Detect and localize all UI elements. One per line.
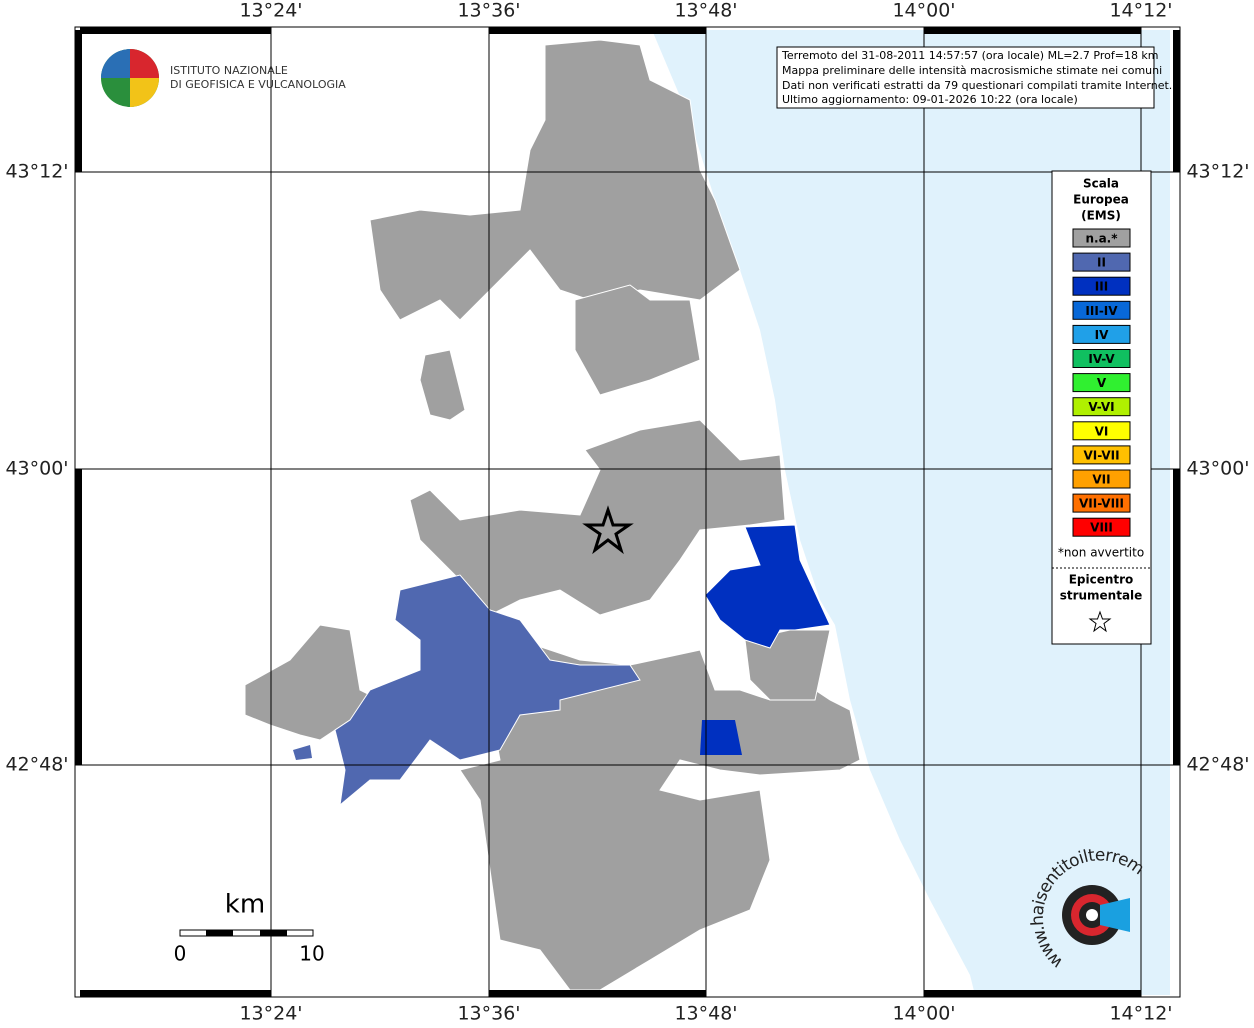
legend-star <box>1088 610 1112 633</box>
legend-label: IV <box>1095 328 1109 342</box>
legend-swatch <box>1072 493 1131 513</box>
scale-label: 0 <box>174 942 187 966</box>
border-segment <box>80 27 271 34</box>
legend-label: VIII <box>1090 521 1113 535</box>
border-segment <box>489 27 706 34</box>
info-line: Dati non verificati estratti da 79 quest… <box>782 79 1172 92</box>
municipalities <box>244 39 861 991</box>
legend-swatch <box>1072 397 1131 417</box>
scale-bar-frame <box>179 929 314 937</box>
info-line: Ultimo aggiornamento: 09-01-2026 10:22 (… <box>782 93 1078 106</box>
info-line: Mappa preliminare delle intensità macros… <box>782 64 1162 77</box>
scale-bar: km 0 10 <box>174 890 325 966</box>
longitude-label: 13°36' <box>457 0 520 22</box>
legend-title: (EMS) <box>1081 209 1121 223</box>
municipality <box>459 639 861 991</box>
scale-bar-segment <box>206 930 233 936</box>
legend-swatch <box>1072 276 1131 296</box>
legend-swatch <box>1072 324 1131 344</box>
longitude-label: 13°24' <box>239 0 302 22</box>
legend-swatch <box>1072 252 1131 272</box>
legend-title: Europea <box>1073 193 1129 207</box>
municipality-ii <box>293 745 312 760</box>
border-segment <box>1173 469 1180 765</box>
border-segment <box>1173 30 1180 172</box>
legend-label: VII-VIII <box>1079 497 1124 511</box>
legend-label: n.a.* <box>1085 232 1118 246</box>
legend-label: III <box>1095 280 1108 294</box>
municipality-iii <box>700 720 742 755</box>
legend-label: III-IV <box>1085 304 1118 318</box>
epicenter-star <box>582 505 634 555</box>
watermark-speaker <box>1100 898 1130 932</box>
scale-bar-segment <box>260 930 287 936</box>
legend-swatch <box>1072 349 1131 368</box>
border-segment <box>75 30 82 172</box>
longitude-label: 14°12' <box>1109 0 1172 22</box>
watermark-ring <box>1086 909 1098 921</box>
municipality-ii <box>334 574 641 807</box>
legend-footnote: *non avvertito <box>1058 546 1144 560</box>
legend-swatch <box>1072 373 1131 393</box>
logo-text: ISTITUTO NAZIONALE <box>170 64 288 77</box>
municipality <box>574 284 701 396</box>
border-segment <box>924 990 1141 997</box>
legend-epicenter-title: strumentale <box>1060 589 1143 603</box>
logo-segment <box>130 49 159 78</box>
latitude-label: 43°12' <box>1186 161 1249 183</box>
latitude-label: 43°00' <box>5 458 68 480</box>
municipality <box>409 419 786 621</box>
legend-label: VI <box>1095 424 1109 438</box>
info-box-frame <box>776 46 1155 109</box>
info-box: Terremoto del 31-08-2011 14:57:57 (ora l… <box>776 46 1172 109</box>
longitude-label: 14°12' <box>1109 1003 1172 1025</box>
info-line: Terremoto del 31-08-2011 14:57:57 (ora l… <box>781 49 1159 62</box>
border-segment <box>75 469 82 765</box>
legend-swatch <box>1072 517 1131 537</box>
legend-title: Scala <box>1083 177 1119 191</box>
ingv-logo: ISTITUTO NAZIONALE DI GEOFISICA E VULCAN… <box>101 49 346 107</box>
latitude-label: 42°48' <box>5 754 68 776</box>
border-segment <box>80 990 271 997</box>
municipality <box>419 349 466 421</box>
latitude-label: 43°12' <box>5 161 68 183</box>
sea <box>652 30 1170 995</box>
graticule: 13°24' 13°24' 13°36' 13°36' 13°48' 13°48' 14°0… <box>5 0 1249 1025</box>
longitude-label: 14°00' <box>892 1003 955 1025</box>
latitude-label: 43°00' <box>1186 458 1249 480</box>
legend-label: IV-V <box>1088 352 1115 366</box>
legend-swatch <box>1072 300 1131 320</box>
legend-label: V <box>1097 376 1107 390</box>
longitude-label: 13°24' <box>239 1003 302 1025</box>
legend-label: VII <box>1092 473 1110 487</box>
latitude-label: 42°48' <box>1186 754 1249 776</box>
legend-swatch <box>1072 445 1131 465</box>
municipality <box>369 39 741 321</box>
logo-segment <box>130 78 159 107</box>
legend-label: V-VI <box>1088 400 1114 414</box>
legend-epicenter-title: Epicentro <box>1069 573 1134 587</box>
legend-label: VI-VII <box>1083 448 1119 462</box>
legend: Scala Europea (EMS) *non avvertito Epice… <box>1051 170 1152 645</box>
legend-swatch <box>1072 421 1131 441</box>
legend-swatch <box>1072 228 1131 248</box>
municipality-iii <box>704 524 831 649</box>
longitude-label: 13°48' <box>674 0 737 22</box>
border-segment <box>924 27 1141 34</box>
scale-unit: km <box>225 890 265 920</box>
scale-label: 10 <box>299 942 324 966</box>
legend-swatch <box>1072 469 1131 489</box>
longitude-label: 14°00' <box>892 0 955 22</box>
logo-text: DI GEOFISICA E VULCANOLOGIA <box>170 78 346 91</box>
border-segment <box>489 990 706 997</box>
longitude-label: 13°48' <box>674 1003 737 1025</box>
longitude-label: 13°36' <box>457 1003 520 1025</box>
legend-label: II <box>1097 256 1106 270</box>
logo-segment <box>101 49 130 78</box>
frame-border <box>75 27 1180 997</box>
